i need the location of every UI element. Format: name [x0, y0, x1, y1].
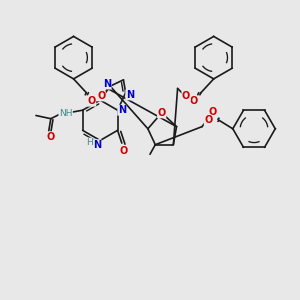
Text: O: O	[158, 108, 166, 118]
Text: O: O	[189, 96, 198, 106]
Text: O: O	[204, 115, 212, 125]
Text: N: N	[93, 140, 101, 150]
Text: H: H	[86, 138, 93, 147]
Text: N: N	[118, 105, 126, 115]
Text: N: N	[103, 79, 111, 89]
Text: O: O	[47, 132, 55, 142]
Text: O: O	[120, 146, 128, 155]
Text: NH: NH	[59, 109, 72, 118]
Text: O: O	[208, 107, 217, 117]
Text: N: N	[126, 90, 134, 100]
Text: O: O	[182, 91, 190, 101]
Text: O: O	[97, 91, 105, 101]
Text: O: O	[88, 96, 96, 106]
